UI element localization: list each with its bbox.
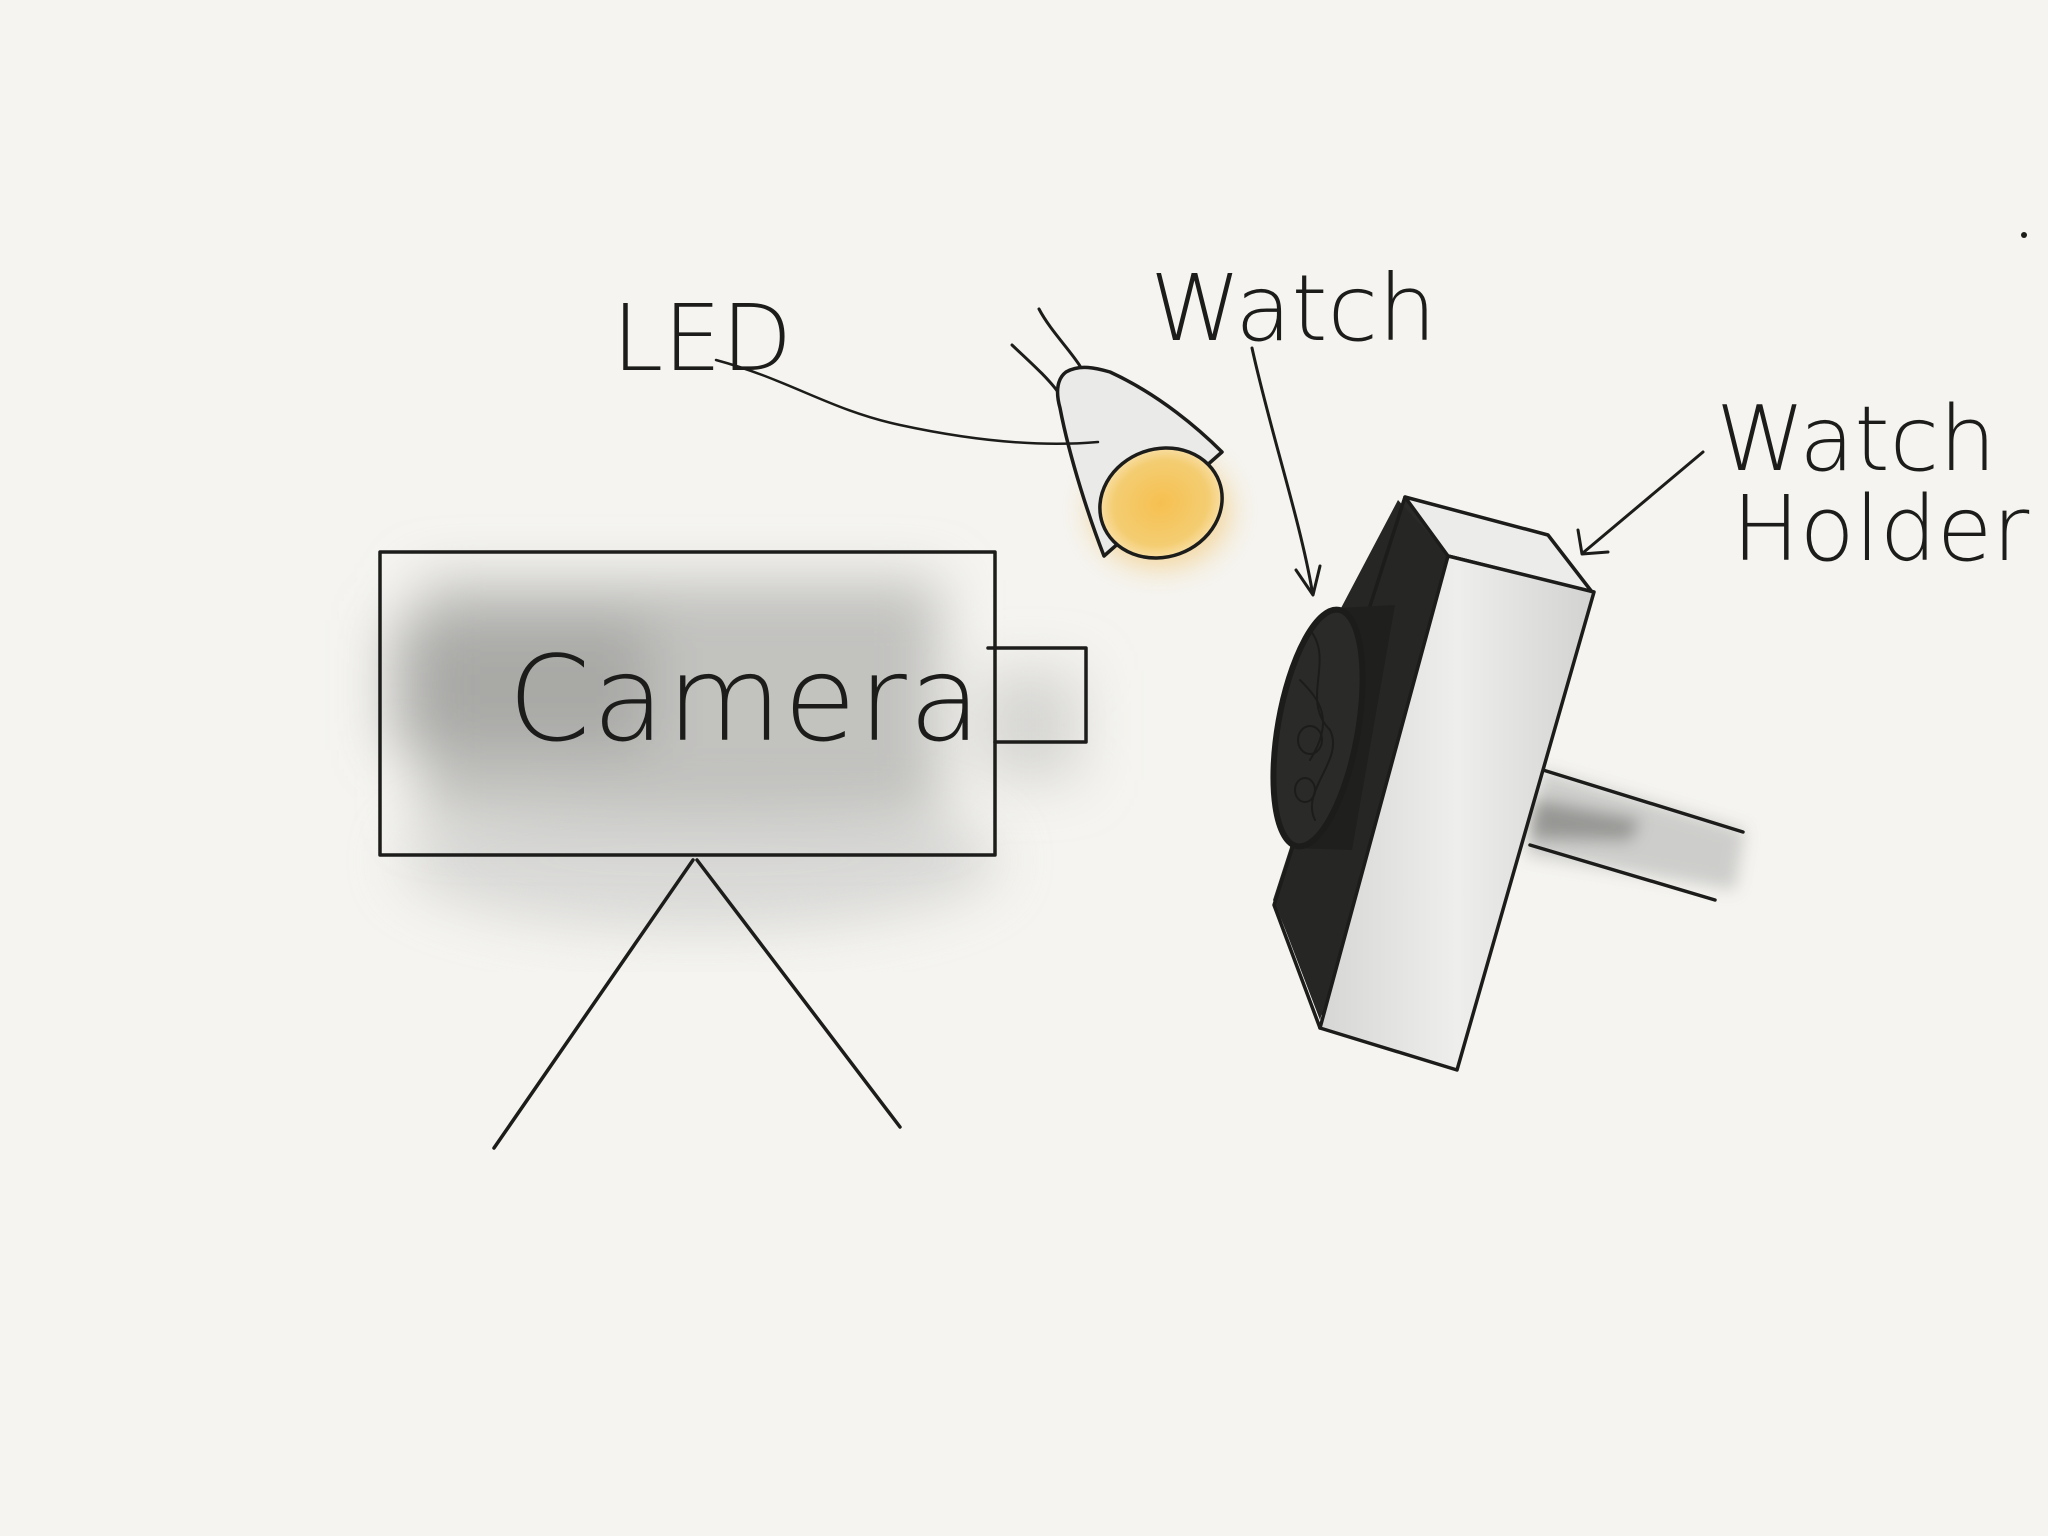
led-wire — [1010, 343, 1060, 394]
watch-pointer-arrow — [1250, 346, 1322, 597]
watch-holder-block-icon — [1318, 554, 1596, 1072]
camera-shadow — [400, 790, 1000, 930]
stray-dot — [2021, 232, 2027, 238]
camera-body-icon — [378, 550, 997, 857]
watch-holder-pointer-arrow — [1576, 450, 1705, 556]
watch-holder-annotation: Watch Holder — [1576, 387, 2029, 582]
camera: Camera — [378, 550, 1088, 1150]
led — [1010, 307, 1230, 568]
holder-arm — [1541, 768, 1745, 834]
led-wire — [1037, 307, 1082, 368]
tripod-icon — [492, 858, 902, 1150]
watch-scribble — [1294, 629, 1335, 821]
watch-label: Watch — [1150, 255, 1436, 362]
camera-label: Camera — [508, 630, 983, 768]
watch — [1270, 605, 1395, 850]
led-lit-face — [1098, 446, 1224, 560]
holder-arm-hatching — [1530, 800, 1640, 840]
watch-annotation: Watch — [1150, 255, 1436, 597]
led-annotation: LED — [612, 285, 1100, 446]
watch-holder-label-line2: Holder — [1732, 477, 2029, 582]
led-leader-line — [714, 358, 1100, 446]
camera-body-shading — [390, 580, 1080, 820]
watch-holder-label-line1: Watch — [1716, 387, 1996, 492]
camera-lens — [986, 646, 1088, 744]
holder-arm — [1528, 843, 1717, 902]
